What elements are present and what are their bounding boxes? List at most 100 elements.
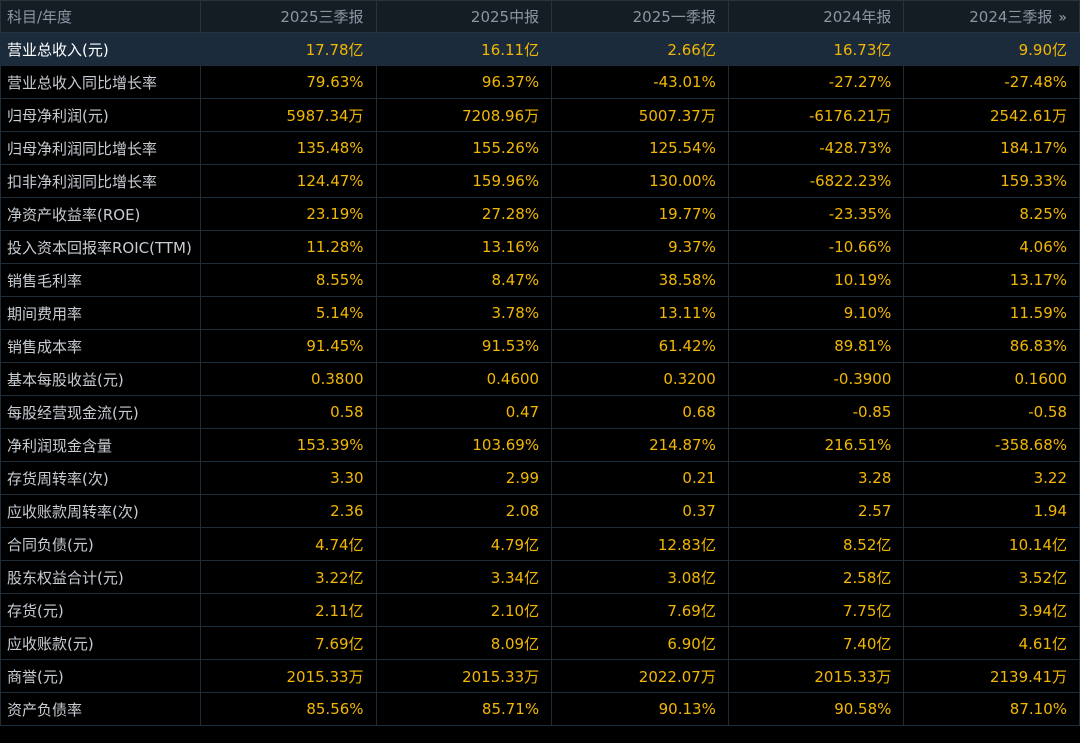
value-cell: 12.83亿 bbox=[551, 527, 729, 561]
row-label: 归母净利润(元) bbox=[0, 98, 201, 132]
value-cell: 7.69亿 bbox=[199, 626, 377, 660]
value-cell: -6822.23% bbox=[727, 164, 905, 198]
value-cell: 0.4600 bbox=[375, 362, 553, 396]
value-cell: 5.14% bbox=[199, 296, 377, 330]
value-cell: 0.37 bbox=[551, 494, 729, 528]
header-label: 科目/年度 bbox=[0, 0, 201, 33]
value-cell: 13.17% bbox=[903, 263, 1080, 297]
value-cell: 3.52亿 bbox=[903, 560, 1080, 594]
value-cell: 10.14亿 bbox=[903, 527, 1080, 561]
row-label: 销售成本率 bbox=[0, 329, 201, 363]
value-cell: 61.42% bbox=[551, 329, 729, 363]
row-label: 期间费用率 bbox=[0, 296, 201, 330]
period-label: 2024三季报 bbox=[969, 8, 1053, 26]
period-header[interactable]: 2024三季报 » bbox=[903, 0, 1080, 33]
value-cell: 1.94 bbox=[903, 494, 1080, 528]
value-cell: 4.79亿 bbox=[375, 527, 553, 561]
row-label: 基本每股收益(元) bbox=[0, 362, 201, 396]
value-cell: 8.52亿 bbox=[727, 527, 905, 561]
table-row[interactable]: 营业总收入(元) 17.78亿 16.11亿 2.66亿 16.73亿 9.90亿 bbox=[0, 32, 1080, 66]
value-cell: 2.11亿 bbox=[199, 593, 377, 627]
value-cell: -23.35% bbox=[727, 197, 905, 231]
value-cell: 7.69亿 bbox=[551, 593, 729, 627]
table-row[interactable]: 投入资本回报率ROIC(TTM) 11.28% 13.16% 9.37% -10.66%… bbox=[0, 230, 1080, 264]
value-cell: 13.11% bbox=[551, 296, 729, 330]
value-cell: 216.51% bbox=[727, 428, 905, 462]
value-cell: 85.56% bbox=[199, 692, 377, 726]
value-cell: 124.47% bbox=[199, 164, 377, 198]
table-row[interactable]: 商誉(元) 2015.33万 2015.33万 2022.07万 2015.33万 213… bbox=[0, 659, 1080, 693]
value-cell: 8.25% bbox=[903, 197, 1080, 231]
value-cell: 214.87% bbox=[551, 428, 729, 462]
value-cell: 7.40亿 bbox=[727, 626, 905, 660]
value-cell: 2.36 bbox=[199, 494, 377, 528]
value-cell: -358.68% bbox=[903, 428, 1080, 462]
table-row[interactable]: 营业总收入同比增长率 79.63% 96.37% -43.01% -27.27% -27.… bbox=[0, 65, 1080, 99]
table-row[interactable]: 归母净利润(元) 5987.34万 7208.96万 5007.37万 -6176.21… bbox=[0, 98, 1080, 132]
table-row[interactable]: 期间费用率 5.14% 3.78% 13.11% 9.10% 11.59% bbox=[0, 296, 1080, 330]
table-row[interactable]: 归母净利润同比增长率 135.48% 155.26% 125.54% -428.73% 1… bbox=[0, 131, 1080, 165]
row-label: 存货周转率(次) bbox=[0, 461, 201, 495]
table-row[interactable]: 每股经营现金流(元) 0.58 0.47 0.68 -0.85 -0.58 bbox=[0, 395, 1080, 429]
value-cell: 3.78% bbox=[375, 296, 553, 330]
value-cell: 91.45% bbox=[199, 329, 377, 363]
value-cell: 2.58亿 bbox=[727, 560, 905, 594]
value-cell: 9.37% bbox=[551, 230, 729, 264]
table-row[interactable]: 销售毛利率 8.55% 8.47% 38.58% 10.19% 13.17% bbox=[0, 263, 1080, 297]
value-cell: 87.10% bbox=[903, 692, 1080, 726]
table-row[interactable]: 净利润现金含量 153.39% 103.69% 214.87% 216.51% -358.… bbox=[0, 428, 1080, 462]
row-label: 净利润现金含量 bbox=[0, 428, 201, 462]
value-cell: 79.63% bbox=[199, 65, 377, 99]
value-cell: 6.90亿 bbox=[551, 626, 729, 660]
header-row: 科目/年度 2025三季报 2025中报 2025一季报 2024年报 2024… bbox=[0, 0, 1080, 33]
value-cell: 103.69% bbox=[375, 428, 553, 462]
value-cell: 0.1600 bbox=[903, 362, 1080, 396]
table-row[interactable]: 基本每股收益(元) 0.3800 0.4600 0.3200 -0.3900 0.1600 bbox=[0, 362, 1080, 396]
value-cell: -27.48% bbox=[903, 65, 1080, 99]
value-cell: 19.77% bbox=[551, 197, 729, 231]
value-cell: 85.71% bbox=[375, 692, 553, 726]
value-cell: -0.85 bbox=[727, 395, 905, 429]
value-cell: 11.28% bbox=[199, 230, 377, 264]
table-row[interactable]: 扣非净利润同比增长率 124.47% 159.96% 130.00% -6822.23%… bbox=[0, 164, 1080, 198]
value-cell: -0.58 bbox=[903, 395, 1080, 429]
value-cell: 23.19% bbox=[199, 197, 377, 231]
table-row[interactable]: 存货(元) 2.11亿 2.10亿 7.69亿 7.75亿 3.94亿 bbox=[0, 593, 1080, 627]
table-row[interactable]: 资产负债率 85.56% 85.71% 90.13% 90.58% 87.10% bbox=[0, 692, 1080, 726]
table-row[interactable]: 股东权益合计(元) 3.22亿 3.34亿 3.08亿 2.58亿 3.52亿 bbox=[0, 560, 1080, 594]
value-cell: 4.06% bbox=[903, 230, 1080, 264]
row-label: 资产负债率 bbox=[0, 692, 201, 726]
value-cell: -428.73% bbox=[727, 131, 905, 165]
period-header[interactable]: 2025一季报 bbox=[551, 0, 729, 33]
table-row[interactable]: 存货周转率(次) 3.30 2.99 0.21 3.28 3.22 bbox=[0, 461, 1080, 495]
value-cell: 3.30 bbox=[199, 461, 377, 495]
value-cell: 155.26% bbox=[375, 131, 553, 165]
value-cell: 125.54% bbox=[551, 131, 729, 165]
value-cell: 2022.07万 bbox=[551, 659, 729, 693]
value-cell: 17.78亿 bbox=[199, 32, 377, 66]
table-row[interactable]: 销售成本率 91.45% 91.53% 61.42% 89.81% 86.83% bbox=[0, 329, 1080, 363]
period-header[interactable]: 2025三季报 bbox=[199, 0, 377, 33]
table-row[interactable]: 应收账款周转率(次) 2.36 2.08 0.37 2.57 1.94 bbox=[0, 494, 1080, 528]
value-cell: 4.74亿 bbox=[199, 527, 377, 561]
table-row[interactable]: 应收账款(元) 7.69亿 8.09亿 6.90亿 7.40亿 4.61亿 bbox=[0, 626, 1080, 660]
table-row[interactable]: 合同负债(元) 4.74亿 4.79亿 12.83亿 8.52亿 10.14亿 bbox=[0, 527, 1080, 561]
value-cell: 2015.33万 bbox=[727, 659, 905, 693]
period-label: 2025中报 bbox=[470, 8, 540, 26]
value-cell: 0.58 bbox=[199, 395, 377, 429]
value-cell: 11.59% bbox=[903, 296, 1080, 330]
period-header[interactable]: 2025中报 bbox=[375, 0, 553, 33]
value-cell: 0.47 bbox=[375, 395, 553, 429]
value-cell: 89.81% bbox=[727, 329, 905, 363]
value-cell: -10.66% bbox=[727, 230, 905, 264]
expand-more-icon[interactable]: » bbox=[1058, 10, 1067, 26]
value-cell: 5007.37万 bbox=[551, 98, 729, 132]
value-cell: 9.10% bbox=[727, 296, 905, 330]
period-header[interactable]: 2024年报 bbox=[727, 0, 905, 33]
value-cell: 10.19% bbox=[727, 263, 905, 297]
table-row[interactable]: 净资产收益率(ROE) 23.19% 27.28% 19.77% -23.35% 8.25… bbox=[0, 197, 1080, 231]
value-cell: 2.57 bbox=[727, 494, 905, 528]
value-cell: 38.58% bbox=[551, 263, 729, 297]
value-cell: 4.61亿 bbox=[903, 626, 1080, 660]
